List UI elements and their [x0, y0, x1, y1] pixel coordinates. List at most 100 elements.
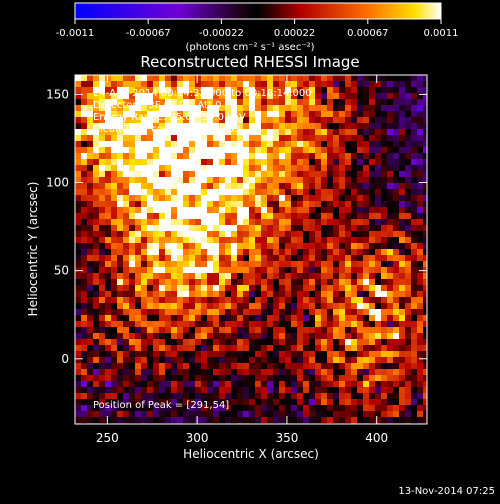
heatmap-cell [225, 195, 232, 202]
heatmap-cell [315, 267, 322, 274]
heatmap-cell [249, 255, 256, 262]
heatmap-cell [75, 93, 82, 100]
heatmap-cell [357, 357, 364, 364]
heatmap-cell [357, 285, 364, 292]
heatmap-cell [195, 153, 202, 160]
heatmap-cell [273, 327, 280, 334]
heatmap-cell [189, 303, 196, 310]
heatmap-cell [381, 135, 388, 142]
heatmap-cell [159, 417, 166, 424]
heatmap-cell [111, 201, 118, 208]
heatmap-cell [399, 363, 406, 370]
heatmap-cell [207, 363, 214, 370]
heatmap-cell [201, 309, 208, 316]
heatmap-cell [201, 201, 208, 208]
heatmap-cell [249, 315, 256, 322]
heatmap-cell [219, 231, 226, 238]
heatmap-cell [249, 375, 256, 382]
heatmap-cell [123, 213, 130, 220]
heatmap-cell [285, 339, 292, 346]
heatmap-cell [399, 159, 406, 166]
heatmap-cell [297, 249, 304, 256]
heatmap-cell [183, 117, 190, 124]
heatmap-cell [93, 345, 100, 352]
heatmap-cell [117, 417, 124, 424]
heatmap-cell [423, 375, 427, 382]
heatmap-cell [219, 177, 226, 184]
heatmap-cell [207, 123, 214, 130]
heatmap-cell [171, 333, 178, 340]
heatmap-cell [207, 189, 214, 196]
x-tick-label: 250 [96, 431, 119, 445]
heatmap-cell [309, 399, 316, 406]
heatmap-cell [345, 159, 352, 166]
heatmap-cell [207, 171, 214, 178]
heatmap-cell [147, 189, 154, 196]
heatmap-cell [81, 177, 88, 184]
heatmap-cell [303, 285, 310, 292]
heatmap-cell [417, 165, 424, 172]
heatmap-cell [231, 321, 238, 328]
heatmap-cell [273, 399, 280, 406]
heatmap-cell [315, 87, 322, 94]
heatmap-cell [213, 171, 220, 178]
heatmap-cell [393, 333, 400, 340]
heatmap-cell [117, 117, 124, 124]
heatmap-cell [165, 123, 172, 130]
heatmap-cell [225, 237, 232, 244]
heatmap-cell [399, 321, 406, 328]
heatmap-cell [339, 255, 346, 262]
heatmap-cell [333, 267, 340, 274]
heatmap-cell [153, 75, 160, 82]
heatmap-cell [381, 105, 388, 112]
heatmap-cell [93, 399, 100, 406]
heatmap-cell [189, 111, 196, 118]
heatmap-cell [387, 267, 394, 274]
heatmap-cell [261, 321, 268, 328]
heatmap-cell [369, 255, 376, 262]
heatmap-cell [327, 117, 334, 124]
heatmap-cell [147, 105, 154, 112]
heatmap-cell [225, 279, 232, 286]
heatmap-cell [339, 273, 346, 280]
heatmap-cell [405, 315, 412, 322]
heatmap-cell [171, 411, 178, 418]
heatmap-cell [411, 375, 418, 382]
heatmap-cell [201, 147, 208, 154]
heatmap-cell [153, 135, 160, 142]
heatmap-cell [117, 243, 124, 250]
heatmap-cell [147, 399, 154, 406]
heatmap-cell [75, 225, 82, 232]
heatmap-cell [279, 189, 286, 196]
heatmap-cell [339, 375, 346, 382]
heatmap-cell [183, 363, 190, 370]
heatmap-cell [249, 171, 256, 178]
heatmap-cell [261, 81, 268, 88]
heatmap-cell [387, 165, 394, 172]
heatmap-cell [261, 183, 268, 190]
heatmap-cell [111, 291, 118, 298]
heatmap-cell [159, 219, 166, 226]
heatmap-cell [273, 171, 280, 178]
heatmap-cell [423, 123, 427, 130]
heatmap-cell [213, 405, 220, 412]
heatmap-cell [225, 363, 232, 370]
heatmap-cell [135, 291, 142, 298]
heatmap-cell [87, 75, 94, 82]
heatmap-cell [243, 117, 250, 124]
heatmap-cell [303, 99, 310, 106]
heatmap-cell [327, 159, 334, 166]
heatmap-cell [405, 393, 412, 400]
heatmap-cell [237, 327, 244, 334]
heatmap-cell [261, 135, 268, 142]
heatmap-cell [297, 195, 304, 202]
heatmap-cell [81, 207, 88, 214]
heatmap-cell [291, 141, 298, 148]
heatmap-cell [159, 381, 166, 388]
heatmap-cell [411, 243, 418, 250]
heatmap-cell [249, 405, 256, 412]
heatmap-cell [375, 267, 382, 274]
heatmap-cell [417, 393, 424, 400]
heatmap-cell [393, 303, 400, 310]
heatmap-cell [237, 165, 244, 172]
